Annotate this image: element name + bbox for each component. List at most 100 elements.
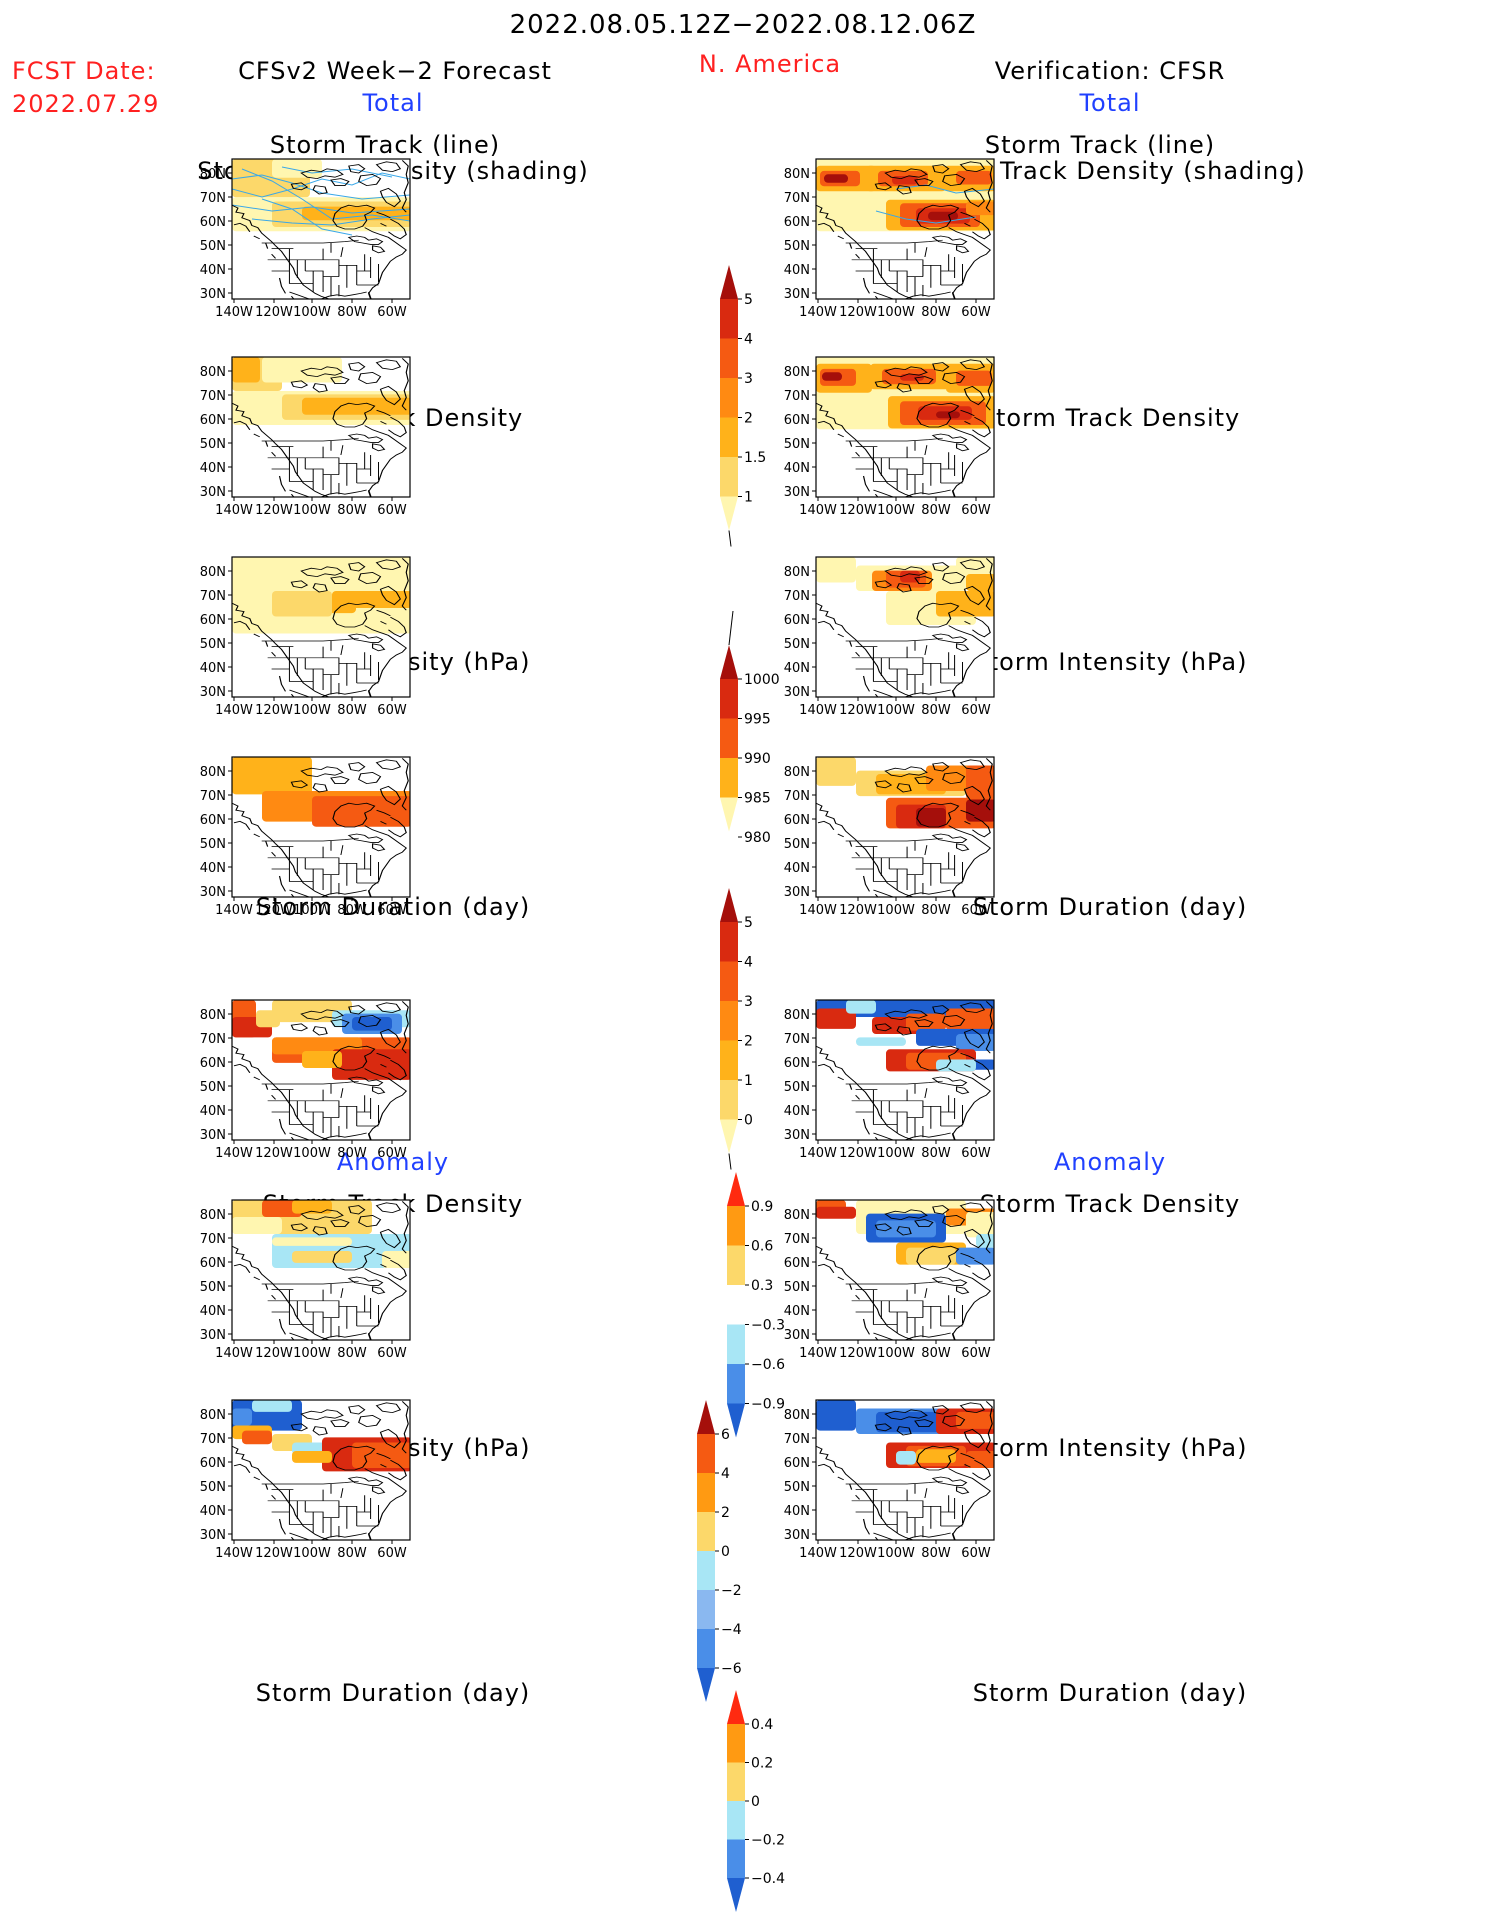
- map-frame: [815, 556, 995, 698]
- lon-label: 120W: [255, 305, 293, 320]
- shade-cell: [272, 1237, 352, 1246]
- colorbar-label: 4: [744, 955, 753, 971]
- lon-label: 120W: [839, 903, 877, 918]
- panel-title-duration-verif: Storm Duration (day): [972, 893, 1248, 921]
- colorbar-segment: [697, 1512, 715, 1551]
- lon-label: 80W: [337, 1546, 367, 1561]
- colorbar-segment: [720, 417, 738, 457]
- lat-label: 60N: [784, 813, 810, 828]
- lon-label: 140W: [215, 503, 253, 518]
- lon-label: 100W: [877, 1346, 915, 1361]
- lon-label: 80W: [337, 305, 367, 320]
- shade-cell: [856, 1037, 906, 1046]
- colorbar-segment: [697, 1629, 715, 1668]
- map-frame: [231, 999, 411, 1141]
- map-area: [816, 1400, 994, 1540]
- shade-cell: [292, 1200, 332, 1214]
- storm-track-line: [241, 168, 410, 222]
- colorbar-extend-top: [727, 1172, 745, 1206]
- lat-label: 50N: [200, 437, 226, 452]
- map-frame: [231, 556, 411, 698]
- storm-track-line: [232, 174, 410, 200]
- colorbar-segment: [727, 1324, 745, 1364]
- lat-label: 40N: [784, 661, 810, 676]
- lon-label: 120W: [839, 1146, 877, 1161]
- shade-cell: [816, 1400, 856, 1431]
- shade-cell: [232, 1408, 252, 1426]
- colorbar-label: −4: [721, 1622, 742, 1638]
- lat-label: 80N: [784, 765, 810, 780]
- colorbar-label: 5: [744, 915, 753, 931]
- fcst-date-label: FCST Date:: [12, 57, 156, 85]
- verification-anomaly-label: Anomaly: [1053, 1148, 1167, 1176]
- shade-cell: [956, 1411, 994, 1429]
- lon-label: 120W: [839, 1346, 877, 1361]
- lon-label: 80W: [337, 503, 367, 518]
- colorbar-label: 995: [744, 712, 771, 728]
- lat-label: 50N: [784, 239, 810, 254]
- colorbar-duration-total: 5 4 3 2 1 0: [720, 888, 753, 1170]
- lat-label: 80N: [200, 1408, 226, 1423]
- forecast-map-track-density: 80N 70N 60N 50N 40N 30N 140W 120W 100W 80W 60W: [200, 158, 411, 320]
- storm-track-line: [261, 198, 353, 236]
- date-range-title: 2022.08.05.12Z−2022.08.12.06Z: [509, 10, 977, 40]
- shade-cell: [966, 201, 994, 216]
- colorbar-segment: [727, 1206, 745, 1246]
- lat-label: 50N: [200, 837, 226, 852]
- lon-label: 140W: [215, 1546, 253, 1561]
- lon-label: 60W: [961, 1346, 991, 1361]
- forecast-total-label: Total: [362, 89, 424, 117]
- lat-label: 80N: [784, 1208, 810, 1223]
- forecast-map-density: 80N 70N 60N 50N 40N 30N 140W 120W 100W 80W 60W: [200, 356, 411, 518]
- colorbar-label: 0: [744, 1113, 753, 1129]
- lon-label: 80W: [337, 1146, 367, 1161]
- shade-cell: [326, 594, 356, 614]
- lat-label: 70N: [784, 589, 810, 604]
- lat-label: 50N: [200, 1080, 226, 1095]
- shade-cell: [822, 372, 842, 381]
- lat-label: 70N: [784, 1032, 810, 1047]
- lat-label: 50N: [200, 1280, 226, 1295]
- lon-label: 60W: [961, 305, 991, 320]
- lon-label: 140W: [215, 1146, 253, 1161]
- lon-label: 100W: [293, 1346, 331, 1361]
- colorbar-extend-top: [720, 888, 738, 922]
- colorbar-segment: [727, 1762, 745, 1801]
- lat-label: 50N: [784, 1080, 810, 1095]
- colorbar-segment: [720, 718, 738, 758]
- lat-label: 80N: [200, 167, 226, 182]
- colorbar-label: 0: [721, 1544, 730, 1560]
- lon-label: 100W: [293, 1546, 331, 1561]
- colorbar-label: −0.4: [751, 1871, 785, 1887]
- shade-cell: [956, 370, 992, 386]
- colorbar-segment: [697, 1434, 715, 1473]
- lon-label: 100W: [877, 1146, 915, 1161]
- lat-label: 70N: [784, 389, 810, 404]
- lon-label: 60W: [377, 1146, 407, 1161]
- lat-label: 60N: [200, 413, 226, 428]
- shade-cell: [272, 159, 322, 178]
- shade-cell: [906, 1247, 956, 1265]
- lon-label: 140W: [215, 703, 253, 718]
- colorbar-extend-top: [720, 265, 738, 299]
- shade-cell: [966, 765, 994, 800]
- lon-label: 140W: [799, 903, 837, 918]
- shade-cell: [352, 1017, 392, 1031]
- lon-label: 100W: [877, 903, 915, 918]
- colorbar-label: 3: [744, 994, 753, 1010]
- colorbar-label: 2: [721, 1505, 730, 1521]
- map-frame: [815, 1199, 995, 1341]
- lon-label: 60W: [377, 305, 407, 320]
- storm-track-line: [251, 214, 410, 226]
- colorbar-extend-bottom: [720, 797, 738, 832]
- shade-cell: [900, 570, 920, 583]
- shade-cell: [816, 757, 856, 786]
- lon-label: 60W: [377, 1546, 407, 1561]
- map-area: [816, 1200, 994, 1340]
- shade-cell: [816, 1008, 856, 1029]
- colorbar-segment: [720, 338, 738, 378]
- lat-label: 50N: [784, 1480, 810, 1495]
- shade-cell: [956, 1247, 994, 1265]
- lon-label: 120W: [255, 903, 293, 918]
